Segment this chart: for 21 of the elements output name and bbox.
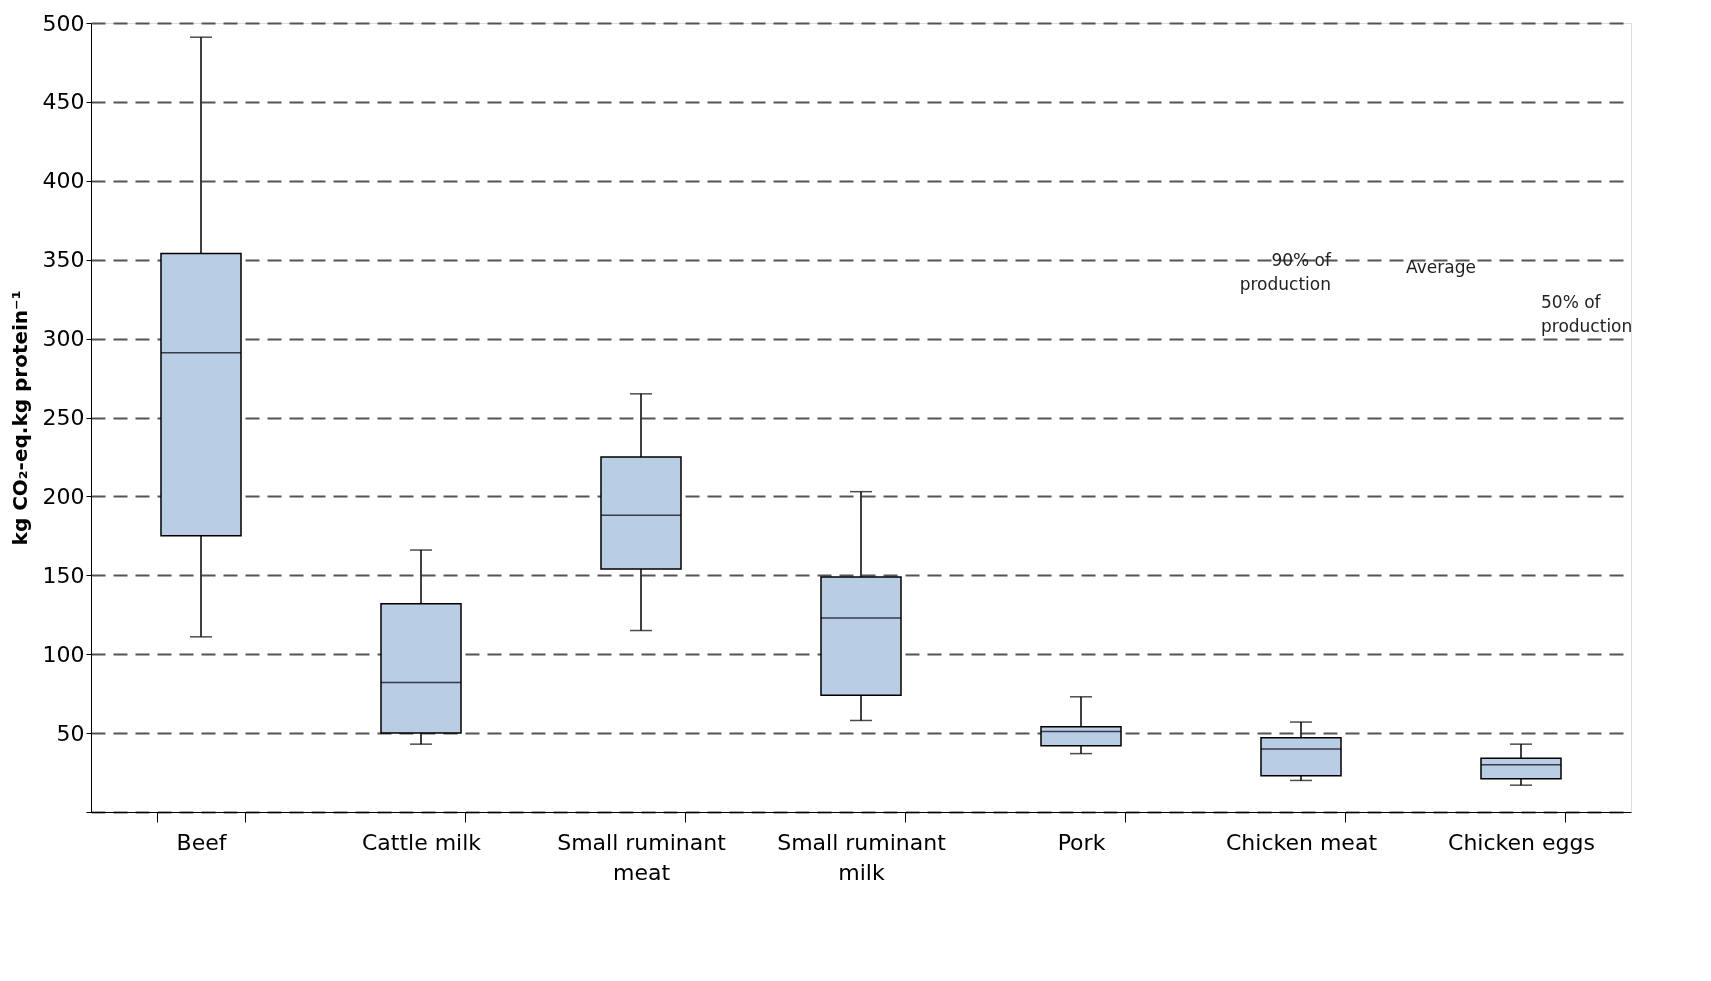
y-tick-label: 100 <box>42 641 85 667</box>
annotation: 90% of production <box>1239 250 1333 294</box>
x-tick-label: Small ruminant milk <box>777 829 947 885</box>
x-tick-label: Small ruminant meat <box>557 829 727 885</box>
annotation: 50% of production <box>1541 292 1633 336</box>
x-tick-label: Beef <box>176 829 228 855</box>
y-tick-label: 300 <box>42 326 85 352</box>
x-tick-label: Cattle milk <box>361 829 482 855</box>
y-tick-label: 450 <box>42 89 85 115</box>
x-tick-label: Pork <box>1057 829 1106 855</box>
y-tick-label: 250 <box>42 405 85 430</box>
y-axis-title: kg CO₂-eq.kg protein⁻¹ <box>7 290 32 546</box>
annotation: Average <box>1406 257 1476 277</box>
y-tick-label: 150 <box>42 562 85 588</box>
x-tick-label: Chicken meat <box>1225 829 1378 855</box>
y-tick-label: 500 <box>42 10 85 36</box>
y-tick-label: 400 <box>42 168 85 194</box>
x-tick-label: Chicken eggs <box>1448 829 1595 855</box>
y-tick-label: 50 <box>56 720 85 746</box>
y-tick-label: 200 <box>42 483 85 509</box>
y-tick-label: 350 <box>42 247 85 273</box>
